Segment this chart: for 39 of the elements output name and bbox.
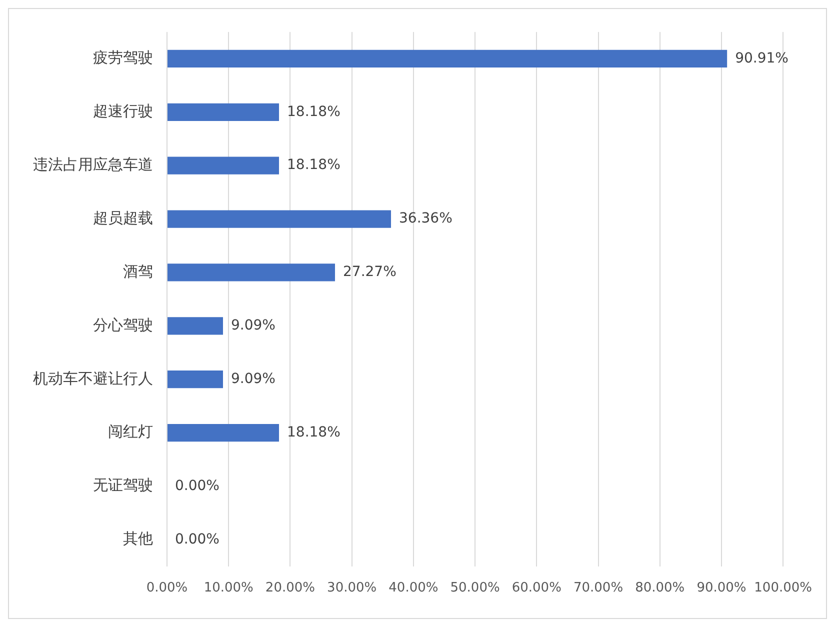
data-label: 18.18% (287, 424, 340, 440)
x-tick-label: 50.00% (450, 580, 500, 596)
x-tick-label: 70.00% (573, 580, 624, 596)
x-tick-label: 90.00% (696, 580, 746, 596)
y-tick-label: 闯红灯 (108, 422, 153, 441)
data-label: 0.00% (175, 531, 220, 548)
data-label: 9.09% (231, 318, 276, 334)
bar (168, 424, 280, 442)
x-tick-label: 60.00% (512, 580, 562, 596)
x-tick-label: 40.00% (388, 580, 438, 596)
y-tick-label: 分心驾驶 (93, 316, 153, 334)
bar (168, 210, 392, 228)
bar (168, 156, 280, 174)
y-tick-label: 超员超载 (93, 208, 153, 227)
data-label: 18.18% (287, 157, 340, 174)
data-label: 9.09% (231, 371, 276, 387)
bar (168, 50, 728, 68)
data-label: 90.91% (735, 50, 788, 66)
y-tick-label: 其他 (123, 530, 153, 548)
data-label: 36.36% (399, 210, 452, 227)
bar (168, 317, 223, 335)
x-tick-label: 0.00% (146, 580, 188, 596)
y-tick-label: 超速行驶 (93, 102, 153, 120)
data-label: 0.00% (175, 478, 220, 494)
x-tick-label: 100.00% (754, 580, 812, 596)
x-tick-label: 30.00% (327, 580, 377, 596)
y-tick-label: 酒驾 (123, 262, 153, 280)
x-tick-label: 10.00% (204, 580, 254, 596)
y-tick-label: 无证驾驶 (93, 476, 153, 494)
data-label: 18.18% (287, 104, 340, 120)
x-tick-label: 20.00% (265, 580, 316, 596)
bar (168, 264, 336, 282)
x-tick-label: 80.00% (635, 580, 685, 596)
y-tick-label: 机动车不避让行人 (33, 369, 153, 388)
y-tick-label: 违法占用应急车道 (33, 155, 153, 174)
bar (168, 103, 280, 121)
bar (168, 370, 223, 388)
data-label: 27.27% (343, 264, 396, 280)
y-tick-label: 疲劳驾驶 (93, 48, 153, 67)
